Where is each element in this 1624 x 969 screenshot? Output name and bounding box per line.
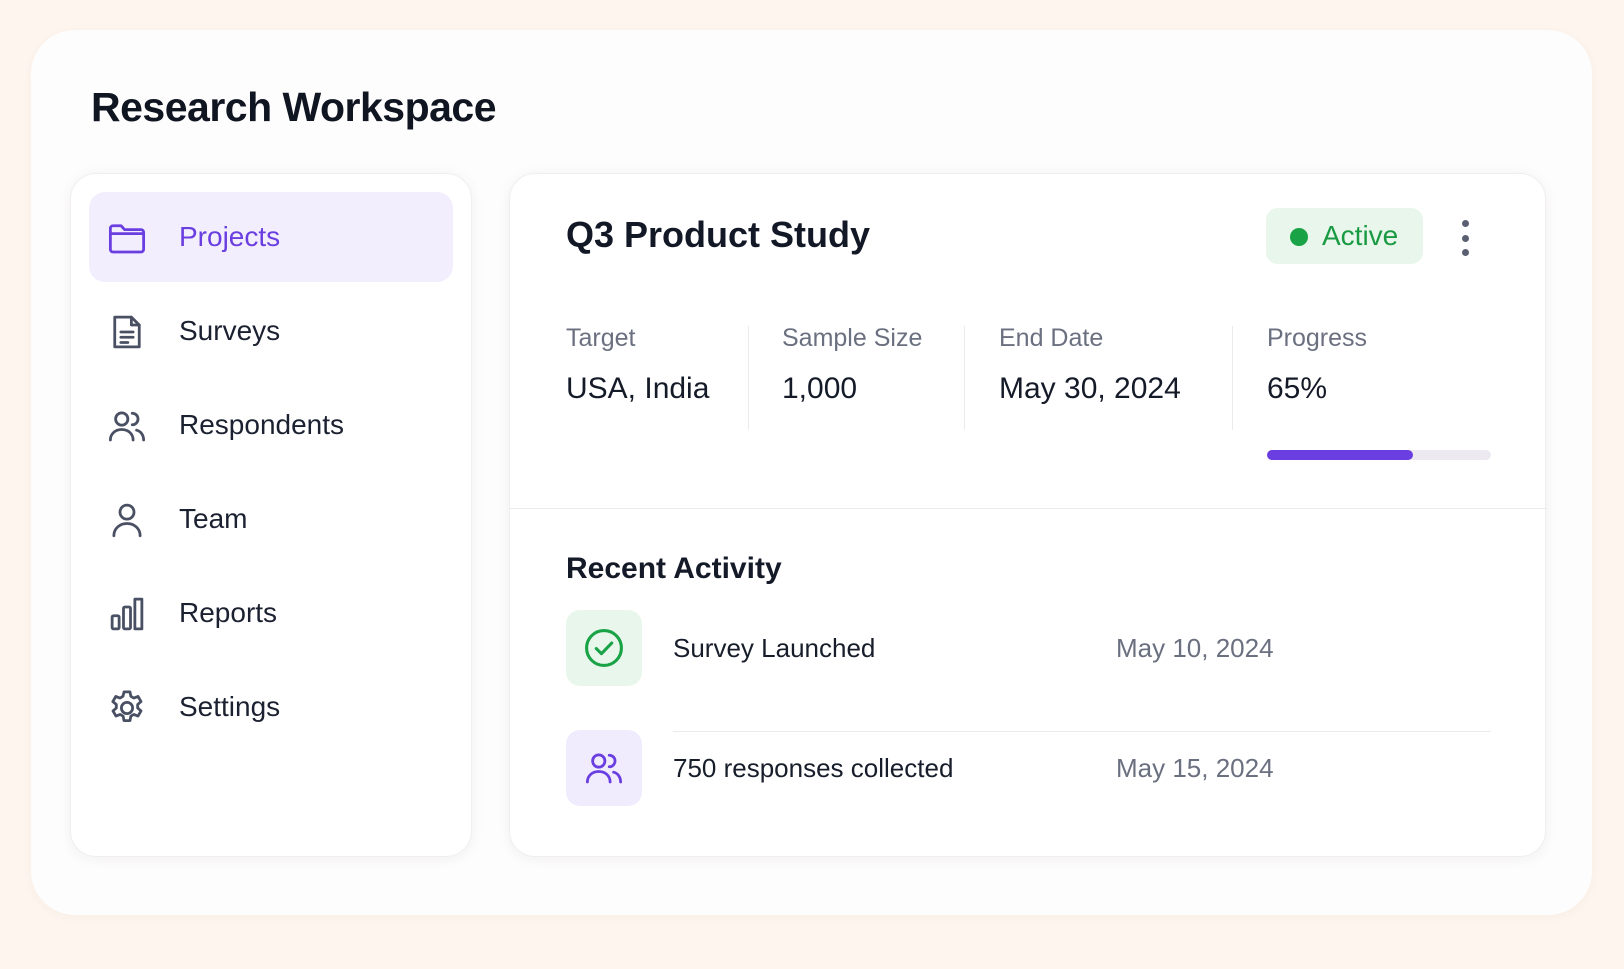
sidebar-item-label: Projects <box>179 221 281 252</box>
stat-divider <box>748 326 749 430</box>
sidebar-item-label: Respondents <box>179 409 345 440</box>
stat-value: USA, India <box>566 372 710 405</box>
status-badge: Active <box>1266 208 1423 264</box>
activity-date: May 10, 2024 <box>1116 632 1274 663</box>
sidebar-item-label: Settings <box>179 691 281 722</box>
folder-icon <box>106 217 148 259</box>
status-dot-icon <box>1290 228 1308 246</box>
sidebar-item-surveys[interactable]: Surveys <box>89 286 453 376</box>
stat-label: Progress <box>1267 324 1368 352</box>
stat-label: Sample Size <box>782 324 923 352</box>
sidebar-item-label: Team <box>179 503 248 534</box>
sidebar-item-projects[interactable]: Projects <box>89 192 453 282</box>
status-text: Active <box>1322 220 1399 251</box>
bar-chart-icon <box>106 593 148 635</box>
activity-date: May 15, 2024 <box>1116 752 1274 783</box>
stat-divider <box>1232 326 1233 430</box>
sidebar-item-settings[interactable]: Settings <box>89 662 453 752</box>
progress-bar-fill <box>1267 450 1413 460</box>
app-title: Research Workspace <box>91 84 497 130</box>
activity-title: 750 responses collected <box>673 752 954 783</box>
more-vertical-icon <box>1461 220 1469 227</box>
sidebar-item-label: Reports <box>179 597 278 628</box>
sidebar-item-reports[interactable]: Reports <box>89 568 453 658</box>
section-divider <box>510 508 1547 509</box>
document-icon <box>106 311 148 353</box>
more-options-button[interactable] <box>1454 216 1476 260</box>
user-icon <box>106 499 148 541</box>
row-divider <box>673 731 1491 732</box>
activity-item[interactable]: Survey Launched May 10, 2024 <box>566 610 1496 686</box>
stat-label: End Date <box>999 324 1104 352</box>
gear-icon <box>106 687 148 729</box>
recent-activity-title: Recent Activity <box>566 552 782 585</box>
project-card: Q3 Product Study Active Target USA, Indi… <box>509 173 1547 857</box>
stat-value: May 30, 2024 <box>999 372 1181 405</box>
users-icon <box>106 405 148 447</box>
stat-value: 1,000 <box>782 372 858 405</box>
stat-divider <box>964 326 965 430</box>
sidebar-item-respondents[interactable]: Respondents <box>89 380 453 470</box>
sidebar-item-team[interactable]: Team <box>89 474 453 564</box>
sidebar-item-label: Surveys <box>179 315 281 346</box>
project-title: Q3 Product Study <box>566 214 871 255</box>
users-icon <box>566 730 642 806</box>
activity-item[interactable]: 750 responses collected May 15, 2024 <box>566 730 1496 806</box>
sidebar: Projects Surveys Responde <box>70 173 472 857</box>
stat-label: Target <box>566 324 636 352</box>
activity-title: Survey Launched <box>673 632 876 663</box>
progress-bar <box>1267 450 1491 460</box>
stat-value: 65% <box>1267 372 1328 405</box>
check-circle-icon <box>566 610 642 686</box>
workspace-window: Research Workspace Projects Surveys <box>31 30 1592 915</box>
